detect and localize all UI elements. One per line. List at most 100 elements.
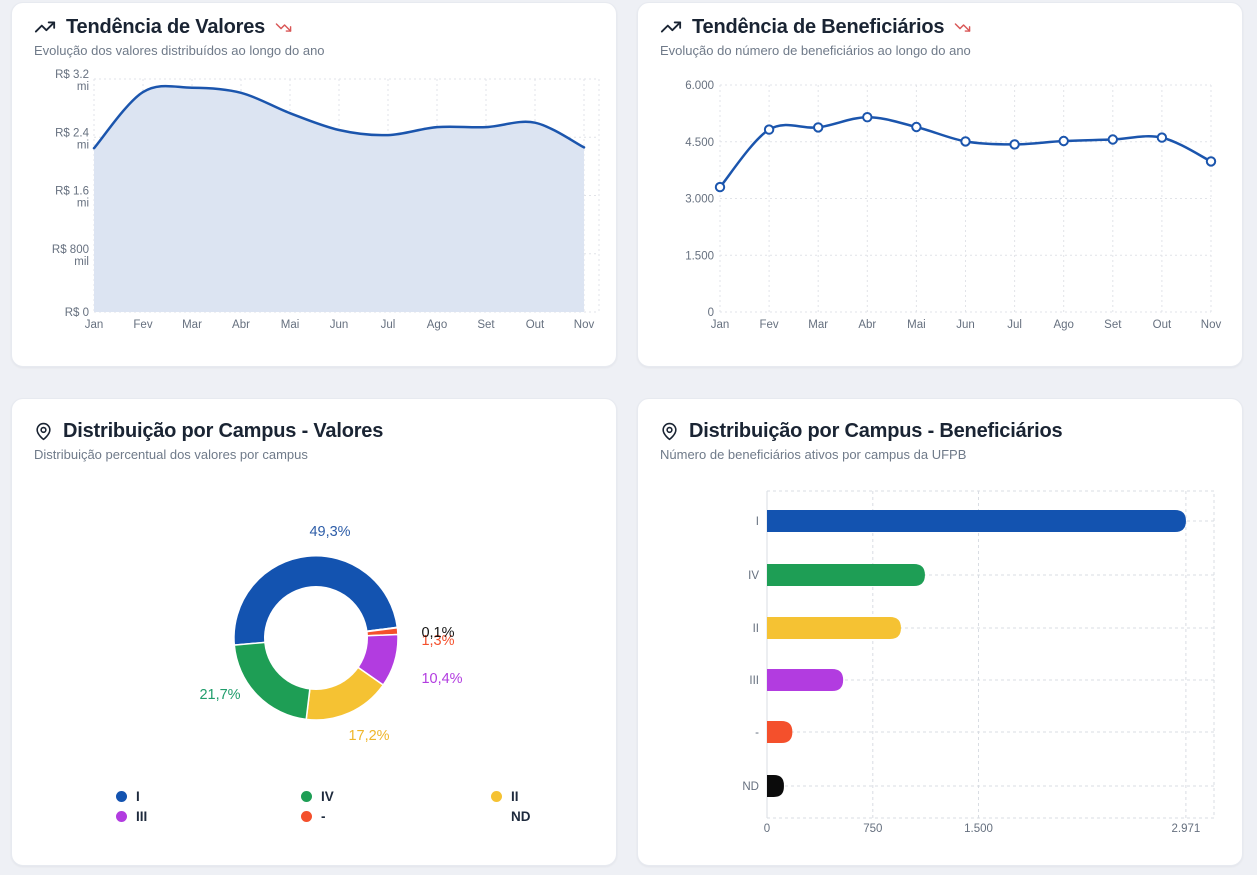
bar-category-label: ND — [742, 781, 759, 793]
legend-item-III[interactable]: III — [116, 809, 301, 824]
bar-category-label: II — [753, 623, 759, 635]
bar-category-label: - — [755, 727, 759, 739]
y-axis-label: R$ 800 — [52, 244, 89, 256]
bar-ND[interactable] — [767, 775, 784, 797]
card-subtitle: Número de beneficiários ativos por campu… — [660, 447, 967, 462]
card-header: Distribuição por Campus - Beneficiários — [660, 419, 1242, 443]
percent-label-III: 10,4% — [421, 671, 462, 687]
trending-down-icon — [954, 19, 971, 36]
y-axis-label: 6.000 — [685, 80, 714, 92]
legend-dot — [301, 791, 312, 802]
card-title: Distribuição por Campus - Beneficiários — [689, 420, 1063, 442]
bar-IV[interactable] — [767, 564, 925, 586]
data-point-marker[interactable] — [1107, 134, 1118, 145]
bar-category-label: III — [749, 675, 759, 687]
x-axis-label: Out — [1153, 319, 1172, 331]
x-axis-label: Out — [526, 319, 545, 331]
percent-label-II: 17,2% — [348, 728, 389, 744]
legend-dot — [116, 791, 127, 802]
data-point-marker[interactable] — [813, 122, 824, 133]
trend-line — [92, 84, 586, 150]
trend-area — [94, 86, 584, 312]
bar-I[interactable] — [767, 510, 1186, 532]
legend-item-I[interactable]: I — [116, 789, 301, 804]
x-tick-label: 750 — [863, 823, 882, 835]
legend-label: ND — [511, 809, 531, 824]
card-title: Tendência de Valores — [66, 16, 266, 38]
legend-label: II — [511, 789, 519, 804]
legend-dot — [116, 811, 127, 822]
legend-item-II[interactable]: II — [491, 789, 669, 804]
data-point-marker[interactable] — [960, 136, 971, 147]
data-point-marker[interactable] — [714, 181, 726, 193]
data-point-marker[interactable] — [862, 112, 873, 123]
legend-dot — [301, 811, 312, 822]
card-title: Distribuição por Campus - Valores — [63, 420, 384, 442]
percent-label-ND: 0,1% — [421, 625, 454, 641]
card-header: Tendência de Beneficiários — [660, 15, 1242, 39]
donut-slice-III[interactable] — [313, 633, 399, 687]
donut-slice-IV[interactable] — [233, 637, 317, 721]
donut-slice--[interactable] — [315, 626, 399, 639]
x-axis-label: Mai — [907, 319, 926, 331]
percent-label--: 1,3% — [421, 633, 454, 649]
card-subtitle: Evolução do número de beneficiários ao l… — [660, 43, 971, 58]
y-axis-label: 3.000 — [685, 194, 714, 206]
map-pin-icon — [34, 422, 53, 441]
data-point-marker[interactable] — [911, 121, 922, 133]
bar-category-label: IV — [748, 570, 759, 582]
x-axis-label: Jun — [330, 319, 349, 331]
x-axis-label: Mai — [281, 319, 300, 331]
card-subtitle: Evolução dos valores distribuídos ao lon… — [34, 43, 325, 58]
donut-legend: I IV II III - ND — [116, 789, 669, 824]
card-header: Distribuição por Campus - Valores — [34, 419, 616, 443]
percent-label-I: 49,3% — [309, 524, 350, 540]
x-tick-label: 2.971 — [1172, 823, 1201, 835]
y-axis-label: mi — [77, 81, 89, 93]
legend-item--[interactable]: - — [301, 809, 491, 824]
trend-line — [718, 115, 1213, 189]
card-trend-valores: Tendência de Valores Evolução dos valore… — [11, 2, 617, 367]
donut-slice-II[interactable] — [305, 636, 385, 721]
x-tick-label: 1.500 — [964, 823, 993, 835]
data-point-marker[interactable] — [1058, 135, 1069, 147]
trending-up-icon — [660, 16, 682, 38]
data-point-marker[interactable] — [1156, 132, 1168, 143]
x-axis-label: Mar — [182, 319, 202, 331]
bar-chart-beneficiarios: I IV II III - ND 0 750 1.500 2.971 — [638, 399, 1242, 865]
donut-slice-ND[interactable] — [315, 626, 399, 639]
bar-III[interactable] — [767, 669, 844, 691]
bar--[interactable] — [767, 721, 793, 743]
y-axis-label: mi — [77, 139, 89, 151]
x-tick-label: 0 — [764, 823, 770, 835]
legend-label: III — [136, 809, 148, 824]
data-point-marker[interactable] — [1009, 139, 1020, 150]
y-axis-label: mi — [77, 198, 89, 210]
x-axis-label: Jun — [956, 319, 975, 331]
legend-label: I — [136, 789, 140, 804]
x-axis-label: Jan — [711, 319, 730, 331]
donut-slice-I[interactable] — [233, 555, 399, 646]
legend-item-ND[interactable]: ND — [491, 809, 669, 824]
x-axis-label: Jul — [381, 319, 396, 331]
bar-category-label: I — [756, 516, 759, 528]
x-axis-label: Jan — [85, 319, 104, 331]
card-dist-valores: Distribuição por Campus - Valores Distri… — [11, 398, 617, 866]
y-axis-label: R$ 1.6 — [55, 186, 89, 198]
x-axis-label: Ago — [1053, 319, 1073, 331]
y-axis-label: 4.500 — [685, 137, 714, 149]
card-header: Tendência de Valores — [34, 15, 616, 39]
plot-border — [766, 490, 1215, 819]
legend-dot — [491, 811, 502, 822]
data-point-marker[interactable] — [763, 124, 775, 135]
y-axis-label: 0 — [708, 307, 714, 319]
y-axis-label: R$ 0 — [65, 307, 89, 319]
legend-item-IV[interactable]: IV — [301, 789, 491, 804]
trending-down-icon — [275, 19, 292, 36]
card-subtitle: Distribuição percentual dos valores por … — [34, 447, 308, 462]
data-point-marker[interactable] — [1205, 156, 1217, 167]
bar-II[interactable] — [767, 617, 901, 639]
x-axis-label: Abr — [232, 319, 250, 331]
donut-hole — [264, 586, 368, 690]
card-trend-beneficiarios: Tendência de Beneficiários Evolução do n… — [637, 2, 1243, 367]
